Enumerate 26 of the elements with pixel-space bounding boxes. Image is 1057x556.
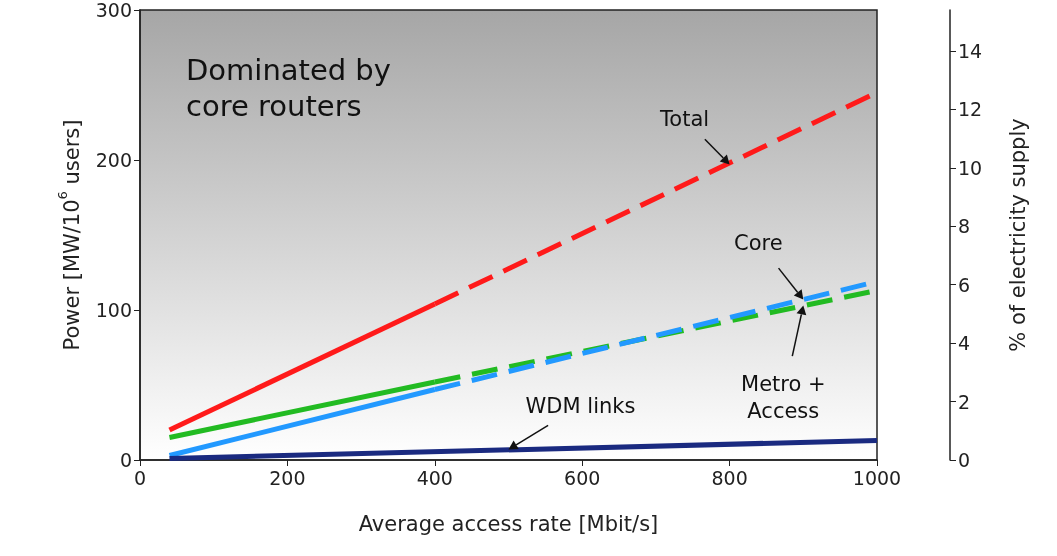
y2-tick-label: 8 (958, 215, 971, 238)
y2-axis-title: % of electricity supply (1005, 118, 1030, 352)
x-tick-label: 1000 (852, 466, 902, 489)
y2-tick-label: 2 (958, 390, 971, 413)
annotation: Metro + Access (741, 372, 826, 423)
y2-tick-label: 0 (958, 449, 971, 471)
x-tick-label: 0 (133, 466, 147, 489)
annotation: WDM links (525, 393, 636, 418)
y2-tick-label: 10 (958, 156, 983, 179)
y-tick-label: 100 (95, 299, 132, 321)
y2-tick-label: 4 (958, 332, 971, 355)
y-axis-title: Power [MW/106 users] (55, 119, 84, 351)
annotation: Total (659, 106, 710, 131)
y2-tick-label: 6 (958, 273, 971, 296)
annotation: Core (734, 230, 783, 255)
y-tick-label: 300 (95, 0, 132, 21)
y-tick-label: 0 (119, 449, 132, 471)
x-tick-label: 400 (416, 466, 453, 489)
x-tick-label: 800 (711, 466, 748, 489)
y2-tick-label: 14 (958, 39, 983, 62)
x-tick-label: 600 (564, 466, 601, 489)
y2-tick-label: 12 (958, 98, 983, 121)
x-tick-label: 200 (269, 466, 306, 489)
x-axis-title: Average access rate [Mbit/s] (358, 511, 659, 536)
annotation: Dominated by core routers (186, 53, 401, 123)
y-tick-label: 200 (95, 149, 132, 171)
